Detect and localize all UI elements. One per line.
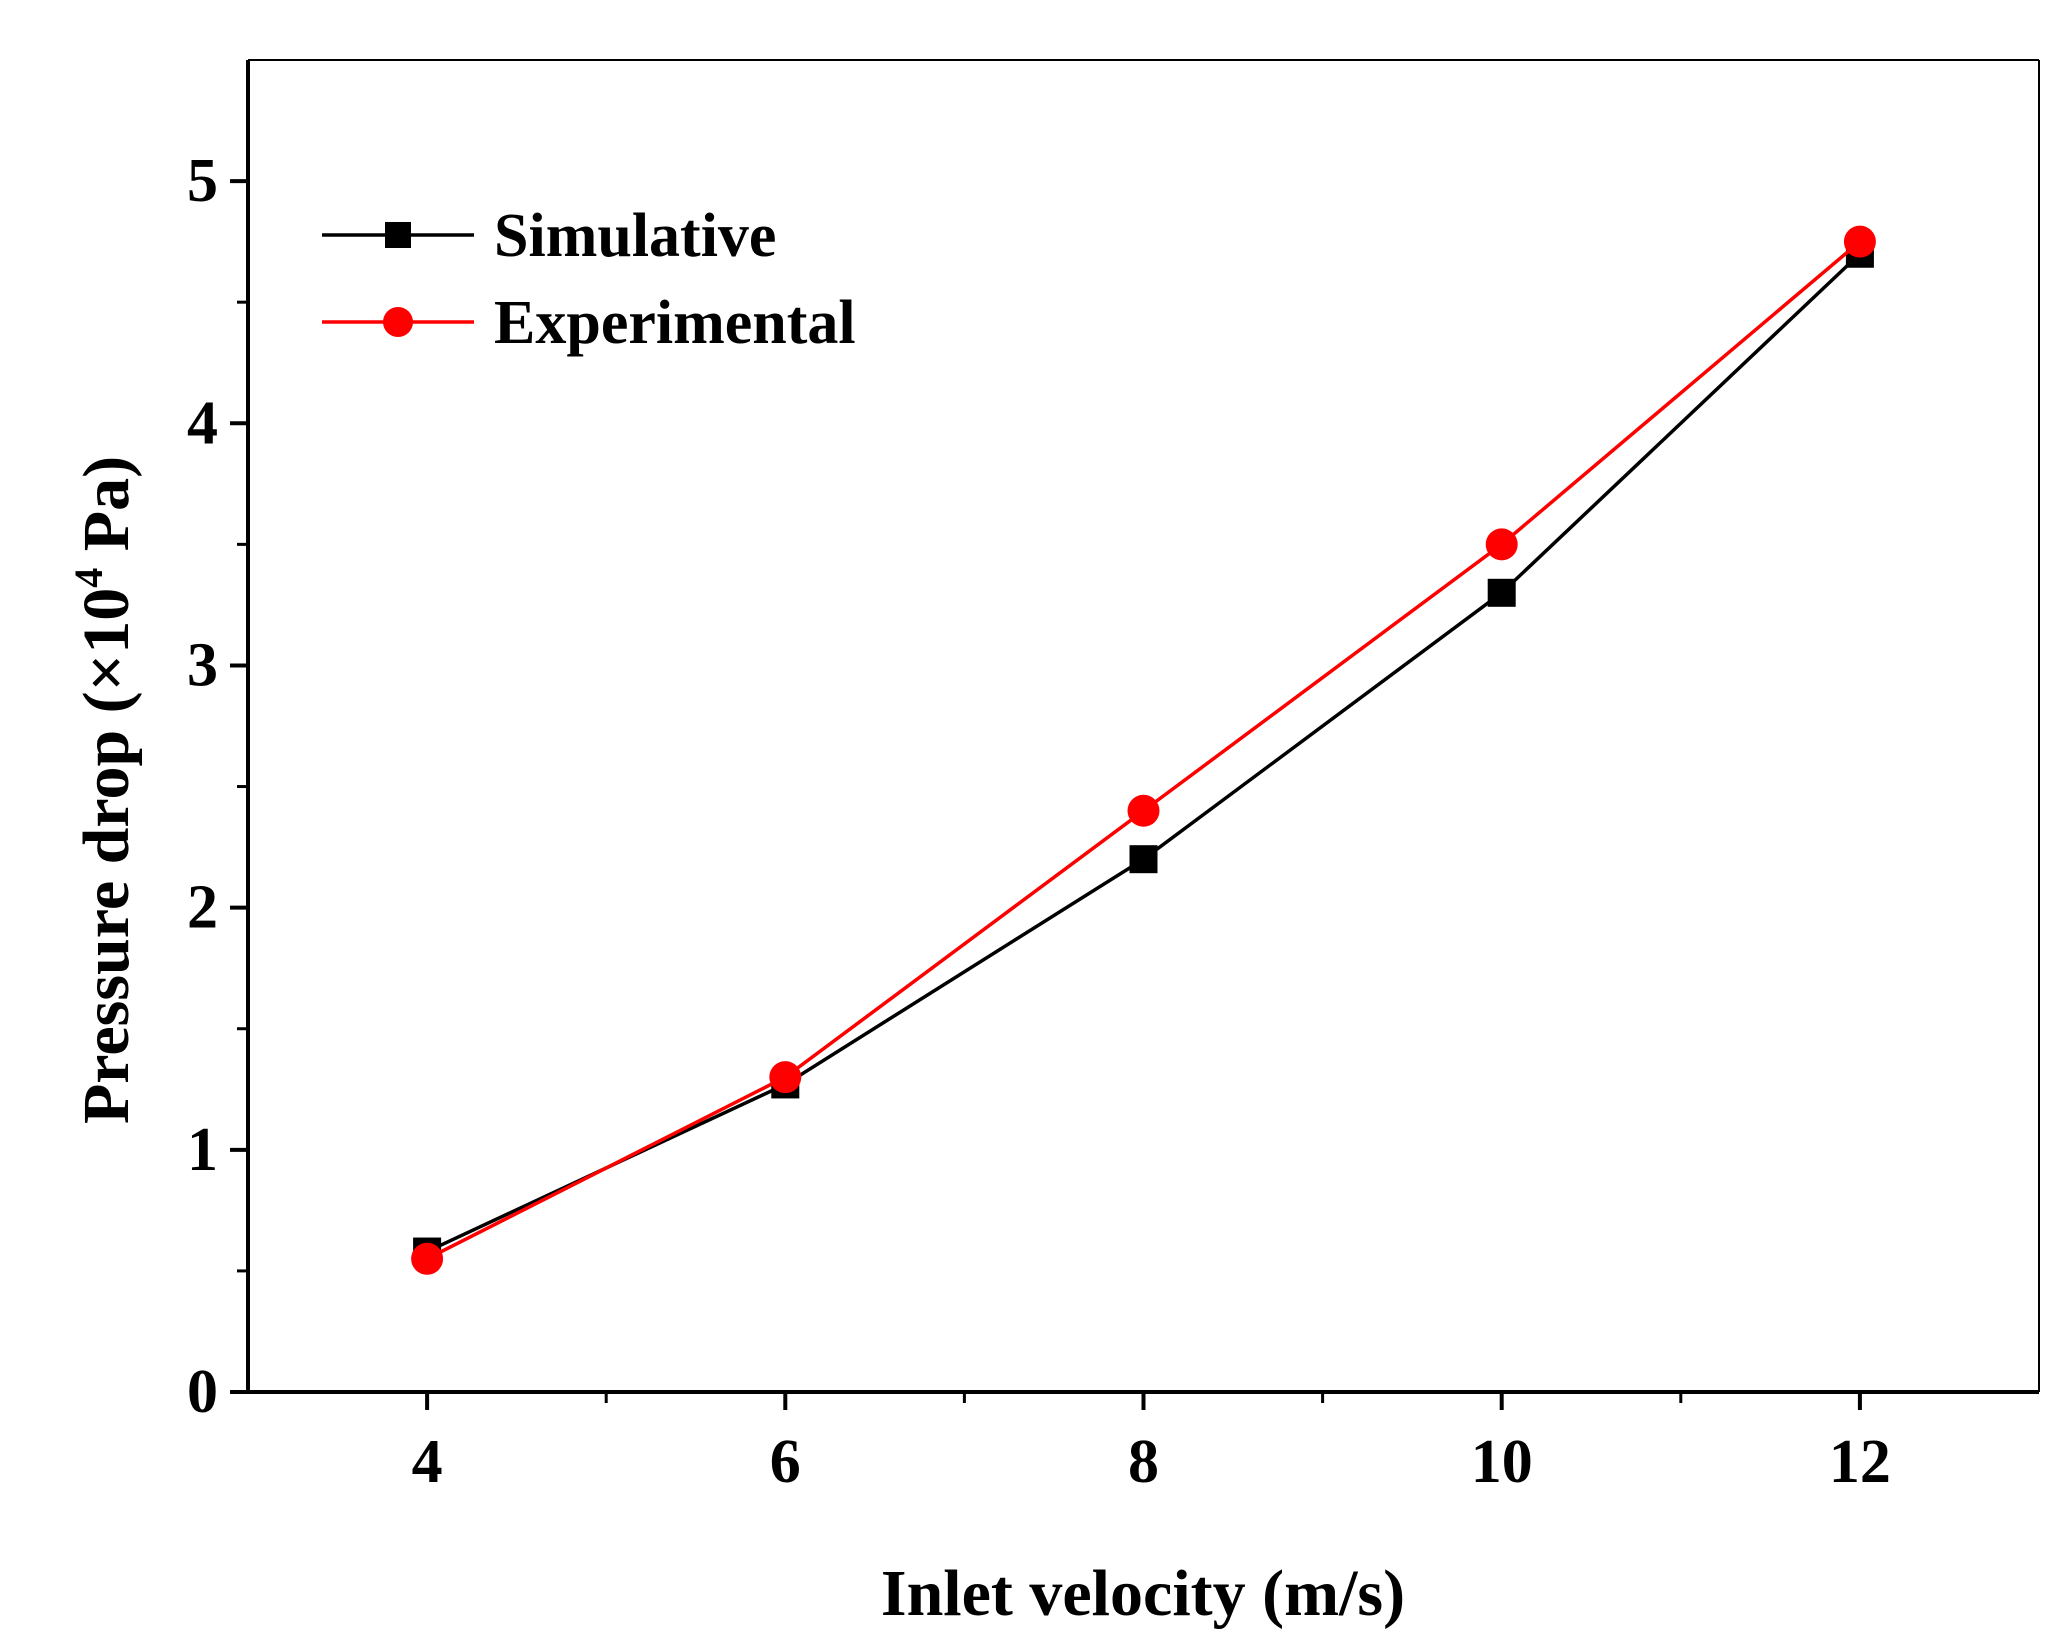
series-layer [411,225,1876,1275]
x-tick-label-6: 6 [770,1428,801,1496]
plot-area [246,59,2040,1394]
legend-entry-experimental: Experimental [322,289,856,357]
series-experimental [411,225,1876,1275]
x-tick-label-4: 4 [412,1428,443,1496]
legend-marker-simulative [385,222,411,248]
y-axis-title-superscript: 4 [66,568,111,588]
x-axis-title: Inlet velocity (m/s) [881,1557,1405,1630]
data-point-experimental-10 [1485,528,1518,561]
legend: Simulative Experimental [322,202,856,357]
data-point-experimental-12 [1843,225,1876,258]
y-tick-label-3: 3 [187,631,218,699]
data-point-simulative-8 [1129,845,1158,874]
y-tick-label-0: 0 [187,1358,218,1426]
data-point-simulative-10 [1487,578,1516,607]
y-axis-title-main: Pressure drop (×10 [70,588,143,1124]
legend-marker-experimental [383,307,413,337]
legend-entry-simulative: Simulative [322,202,776,270]
x-tick-label-8: 8 [1128,1428,1159,1496]
data-point-experimental-4 [411,1242,444,1275]
y-axis-title-tail: Pa) [70,456,143,568]
legend-label-experimental: Experimental [494,289,856,357]
y-tick-label-2: 2 [187,874,218,942]
y-axis-title: Pressure drop (×104 Pa) [66,456,143,1124]
legend-label-simulative: Simulative [494,202,776,270]
data-point-experimental-8 [1127,794,1160,827]
x-tick-label-12: 12 [1829,1428,1891,1496]
y-tick-label-5: 5 [187,147,218,215]
y-tick-label-4: 4 [187,389,218,457]
y-tick-label-1: 1 [187,1116,218,1184]
x-tick-label-10: 10 [1471,1428,1533,1496]
data-point-experimental-6 [769,1061,802,1094]
